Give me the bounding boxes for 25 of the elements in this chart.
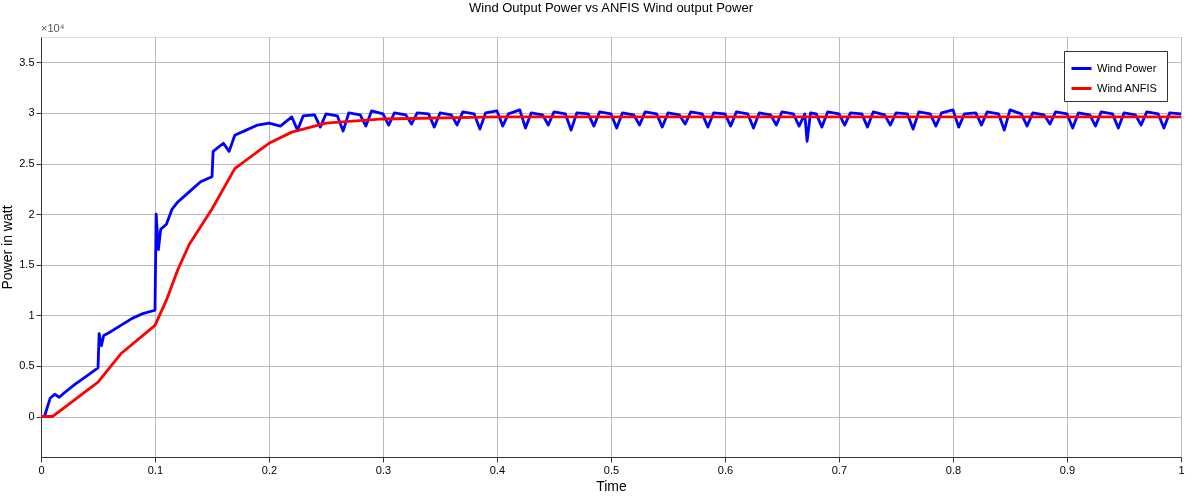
y-axis-title: Power in watt bbox=[0, 205, 16, 290]
y-tick-label: 1.5 bbox=[19, 258, 35, 271]
legend-label: Wind Power bbox=[1097, 61, 1157, 74]
y-tick-label: 0.5 bbox=[19, 359, 35, 372]
y-tick-label: 1 bbox=[28, 308, 35, 321]
y-tick-label: 2.5 bbox=[19, 157, 35, 170]
x-tick-label: 1 bbox=[1178, 463, 1185, 476]
x-tick-label: 0.8 bbox=[945, 463, 962, 476]
x-tick-label: 0.4 bbox=[489, 463, 506, 476]
text: ×10⁴ bbox=[41, 22, 65, 34]
x-tick-label: 0.5 bbox=[603, 463, 620, 476]
x-tick-label: 0.6 bbox=[717, 463, 734, 476]
x-tick-label: 0.9 bbox=[1059, 463, 1076, 476]
legend-label: Wind ANFIS bbox=[1097, 81, 1157, 94]
x-axis-title: Time bbox=[596, 477, 628, 494]
y-tick-label: 0 bbox=[28, 410, 35, 423]
x-tick-label: 0.3 bbox=[375, 463, 392, 476]
x-tick-label: 0.2 bbox=[261, 463, 278, 476]
x-tick-label: 0 bbox=[38, 463, 45, 476]
x-tick-label: 0.1 bbox=[147, 463, 164, 476]
y-tick-label: 2 bbox=[28, 207, 35, 220]
x-tick-label: 0.7 bbox=[831, 463, 848, 476]
y-tick-label: 3.5 bbox=[19, 55, 35, 68]
chart-title: Wind Output Power vs ANFIS Wind output Power bbox=[469, 0, 754, 15]
y-tick-label: 3 bbox=[28, 106, 35, 119]
